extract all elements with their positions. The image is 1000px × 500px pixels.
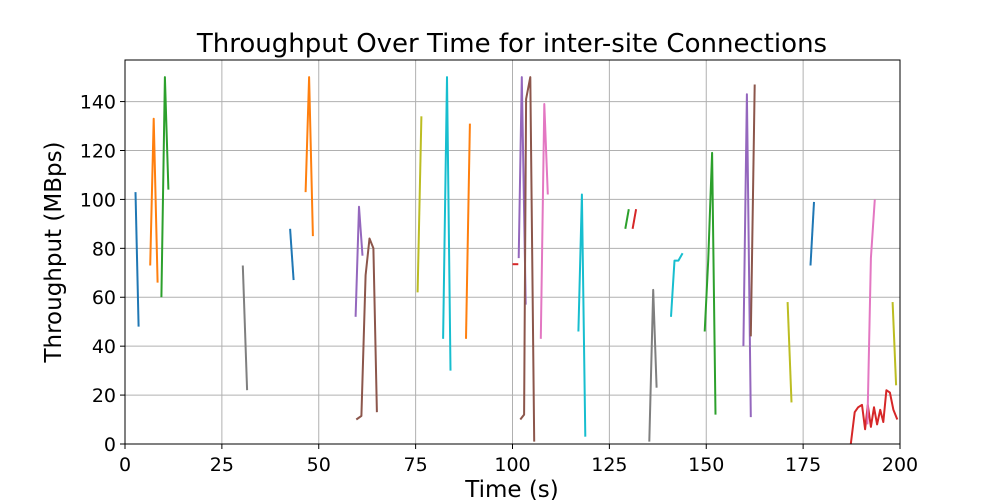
y-axis: 0 20 40 60 80 100 120 140	[80, 92, 125, 456]
series-line-2	[149, 117, 159, 283]
y-axis-label: Throughput (MBps)	[41, 141, 67, 363]
series-line-23	[749, 84, 756, 337]
x-tick-label: 50	[307, 454, 331, 476]
x-tick-label: 150	[688, 454, 724, 476]
chart-title: Throughput Over Time for inter-site Conn…	[196, 29, 827, 59]
x-axis-label: Time (s)	[464, 477, 559, 500]
series-line-21	[703, 151, 717, 415]
x-tick-label: 175	[785, 454, 821, 476]
y-tick-label: 120	[80, 140, 116, 162]
x-tick-label: 75	[404, 454, 428, 476]
series-group	[134, 76, 899, 445]
series-line-19	[648, 288, 658, 442]
y-tick-label: 0	[104, 434, 116, 456]
series-line-1	[134, 192, 140, 327]
series-line-27	[866, 199, 876, 425]
x-tick-label: 200	[882, 454, 918, 476]
series-line-17	[624, 209, 630, 229]
series-line-10	[442, 76, 452, 371]
series-line-20	[670, 252, 684, 317]
series-line-8	[355, 237, 378, 421]
series-line-5	[289, 228, 295, 281]
series-line-22	[742, 93, 752, 418]
y-tick-label: 40	[92, 336, 116, 358]
series-line-7	[354, 205, 364, 317]
series-line-24	[786, 302, 793, 403]
x-tick-label: 0	[119, 454, 131, 476]
y-tick-label: 60	[92, 287, 116, 309]
x-tick-label: 100	[494, 454, 530, 476]
series-line-18	[631, 209, 638, 229]
y-tick-label: 80	[92, 238, 116, 260]
x-tick-label: 25	[210, 454, 234, 476]
y-tick-label: 20	[92, 385, 116, 407]
series-line-16	[577, 193, 587, 437]
x-axis: 0 25 50 75 100 125 150 175 200	[119, 444, 918, 476]
series-line-3	[160, 76, 170, 298]
series-line-11	[465, 123, 471, 339]
series-line-26	[849, 389, 899, 445]
y-tick-label: 100	[80, 189, 116, 211]
series-line-9	[416, 116, 423, 293]
series-line-6	[304, 76, 314, 237]
grid	[124, 60, 901, 445]
y-tick-label: 140	[80, 92, 116, 114]
series-line-14	[519, 76, 536, 442]
x-tick-label: 125	[591, 454, 627, 476]
series-line-25	[809, 201, 815, 266]
series-line-15	[539, 103, 549, 339]
series-line-28	[891, 302, 898, 386]
series-line-4	[241, 265, 249, 391]
